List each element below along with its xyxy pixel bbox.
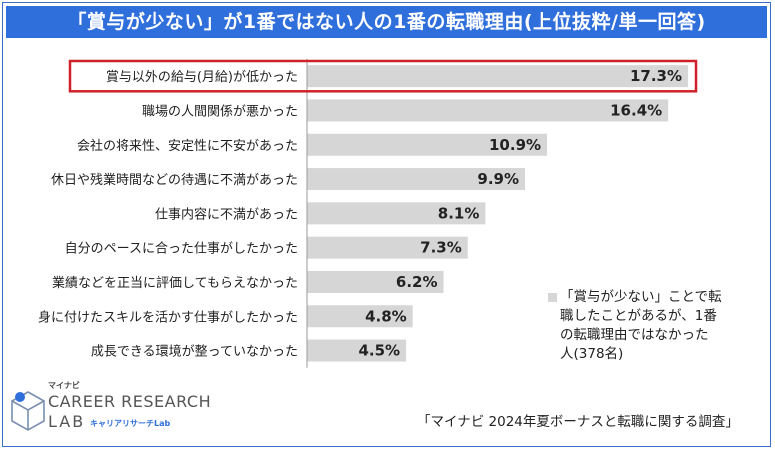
bar (307, 65, 688, 88)
data-label: 4.8% (365, 307, 407, 325)
category-label: 職場の人間関係が悪かった (142, 104, 298, 119)
data-label: 9.9% (477, 170, 519, 188)
logo: マイナビ CAREER RESEARCH LAB キャリアリサーチLab (10, 380, 212, 440)
chart-title: 「賞与が少ない」が1番ではない人の1番の転職理由(上位抜粋/単一回答) (6, 6, 767, 38)
category-label: 成長できる環境が整っていなかった (91, 345, 298, 360)
legend-line-3: の転職理由ではなかった (560, 327, 709, 343)
category-label: 身に付けたスキルを活かす仕事がしたかった (38, 309, 298, 325)
category-label: 休日や残業時間などの待遇に不満があった (51, 172, 298, 188)
data-label: 16.4% (610, 101, 662, 119)
bar (307, 305, 413, 328)
logo-top-text: マイナビ (48, 381, 80, 390)
legend-line-4: 人(378名) (560, 346, 624, 362)
logo-kana-text: キャリアリサーチLab (90, 419, 171, 428)
bar (307, 339, 407, 362)
data-label: 6.2% (396, 273, 438, 291)
bar (307, 99, 669, 122)
data-label: 8.1% (438, 204, 480, 222)
legend: 「賞与が少ない」ことで転 職したことがあるが、1番 の転職理由ではなかった 人(… (548, 288, 748, 364)
bar (307, 168, 526, 191)
bar (307, 202, 486, 225)
category-label: 業績などを正当に評価してもらえなかった (52, 275, 298, 291)
category-label: 仕事内容に不満があった (155, 206, 298, 222)
source-note: 「マイナビ 2024年夏ボーナスと転職に関する調査」 (417, 414, 739, 430)
data-label: 7.3% (420, 239, 462, 257)
category-label: 会社の将来性、安定性に不安があった (77, 138, 298, 154)
logo-main-text: CAREER RESEARCH (48, 392, 212, 411)
data-label: 17.3% (630, 67, 682, 85)
bar (307, 236, 468, 259)
data-label: 10.9% (489, 136, 541, 154)
bar (307, 133, 548, 156)
logo-sub-text: LAB (48, 412, 86, 431)
legend-line-2: 職したことがあるが、1番 (560, 308, 717, 324)
cube-logo-icon (11, 391, 45, 431)
category-label: 賞与以外の給与(月給)が低かった (106, 70, 298, 85)
legend-line-1: 「賞与が少ない」ことで転 (560, 289, 722, 305)
highlight-box (68, 59, 698, 93)
category-label: 自分のペースに合った仕事がしたかった (65, 242, 298, 257)
data-label: 4.5% (358, 342, 400, 360)
legend-swatch (548, 293, 557, 302)
bar (307, 270, 444, 293)
